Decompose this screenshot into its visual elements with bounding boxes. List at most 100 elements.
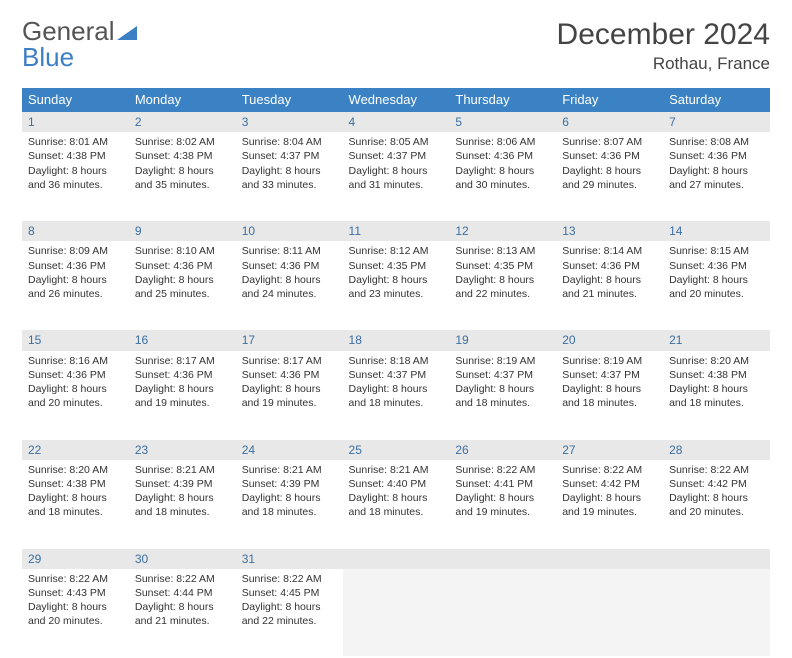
sunset-line: Sunset: 4:36 PM bbox=[562, 149, 657, 163]
day-cell: Sunrise: 8:15 AMSunset: 4:36 PMDaylight:… bbox=[663, 241, 770, 329]
day-cell: Sunrise: 8:22 AMSunset: 4:43 PMDaylight:… bbox=[22, 569, 129, 657]
daylight-line: Daylight: 8 hours and 19 minutes. bbox=[242, 382, 337, 410]
sunset-line: Sunset: 4:36 PM bbox=[135, 259, 230, 273]
sunrise-line: Sunrise: 8:18 AM bbox=[349, 354, 444, 368]
day-number: 27 bbox=[556, 439, 663, 460]
week-row: Sunrise: 8:01 AMSunset: 4:38 PMDaylight:… bbox=[22, 132, 770, 220]
day-number: . bbox=[449, 548, 556, 569]
day-cell: Sunrise: 8:17 AMSunset: 4:36 PMDaylight:… bbox=[129, 351, 236, 439]
sunset-line: Sunset: 4:37 PM bbox=[349, 368, 444, 382]
day-number: 22 bbox=[22, 439, 129, 460]
day-number: 12 bbox=[449, 220, 556, 241]
day-cell-body: Sunrise: 8:07 AMSunset: 4:36 PMDaylight:… bbox=[556, 132, 663, 198]
day-cell: Sunrise: 8:22 AMSunset: 4:42 PMDaylight:… bbox=[663, 460, 770, 548]
month-title: December 2024 bbox=[557, 18, 770, 52]
sunset-line: Sunset: 4:42 PM bbox=[562, 477, 657, 491]
daylight-line: Daylight: 8 hours and 20 minutes. bbox=[669, 491, 764, 519]
title-block: December 2024 Rothau, France bbox=[557, 18, 770, 74]
day-cell: Sunrise: 8:01 AMSunset: 4:38 PMDaylight:… bbox=[22, 132, 129, 220]
day-cell-body: Sunrise: 8:17 AMSunset: 4:36 PMDaylight:… bbox=[236, 351, 343, 417]
daylight-line: Daylight: 8 hours and 18 minutes. bbox=[349, 382, 444, 410]
day-number: 11 bbox=[343, 220, 450, 241]
sunset-line: Sunset: 4:36 PM bbox=[135, 368, 230, 382]
day-cell: Sunrise: 8:08 AMSunset: 4:36 PMDaylight:… bbox=[663, 132, 770, 220]
day-cell: Sunrise: 8:06 AMSunset: 4:36 PMDaylight:… bbox=[449, 132, 556, 220]
week-row: Sunrise: 8:20 AMSunset: 4:38 PMDaylight:… bbox=[22, 460, 770, 548]
day-number: 3 bbox=[236, 112, 343, 133]
day-number: 1 bbox=[22, 112, 129, 133]
day-number: . bbox=[343, 548, 450, 569]
day-number: 25 bbox=[343, 439, 450, 460]
daynum-row: 891011121314 bbox=[22, 220, 770, 241]
day-number: 18 bbox=[343, 329, 450, 350]
day-cell-body: Sunrise: 8:22 AMSunset: 4:41 PMDaylight:… bbox=[449, 460, 556, 526]
sunset-line: Sunset: 4:38 PM bbox=[669, 368, 764, 382]
day-cell: Sunrise: 8:09 AMSunset: 4:36 PMDaylight:… bbox=[22, 241, 129, 329]
day-cell: Sunrise: 8:10 AMSunset: 4:36 PMDaylight:… bbox=[129, 241, 236, 329]
day-cell bbox=[343, 569, 450, 657]
day-cell-body: Sunrise: 8:13 AMSunset: 4:35 PMDaylight:… bbox=[449, 241, 556, 307]
sunset-line: Sunset: 4:37 PM bbox=[242, 149, 337, 163]
sunset-line: Sunset: 4:38 PM bbox=[28, 477, 123, 491]
header: General Blue December 2024 Rothau, Franc… bbox=[22, 18, 770, 74]
day-cell-body: Sunrise: 8:21 AMSunset: 4:39 PMDaylight:… bbox=[236, 460, 343, 526]
day-cell: Sunrise: 8:21 AMSunset: 4:40 PMDaylight:… bbox=[343, 460, 450, 548]
daynum-row: 1234567 bbox=[22, 112, 770, 133]
day-cell: Sunrise: 8:18 AMSunset: 4:37 PMDaylight:… bbox=[343, 351, 450, 439]
day-number: 20 bbox=[556, 329, 663, 350]
weekday-header: Sunday bbox=[22, 88, 129, 112]
day-cell-body: Sunrise: 8:22 AMSunset: 4:45 PMDaylight:… bbox=[236, 569, 343, 635]
weekday-header: Saturday bbox=[663, 88, 770, 112]
sunset-line: Sunset: 4:39 PM bbox=[135, 477, 230, 491]
day-cell: Sunrise: 8:22 AMSunset: 4:44 PMDaylight:… bbox=[129, 569, 236, 657]
day-number: . bbox=[663, 548, 770, 569]
sunrise-line: Sunrise: 8:16 AM bbox=[28, 354, 123, 368]
day-cell-body: Sunrise: 8:06 AMSunset: 4:36 PMDaylight:… bbox=[449, 132, 556, 198]
day-cell bbox=[449, 569, 556, 657]
brand-logo: General Blue bbox=[22, 18, 137, 70]
sunset-line: Sunset: 4:45 PM bbox=[242, 586, 337, 600]
sunset-line: Sunset: 4:36 PM bbox=[669, 259, 764, 273]
day-cell: Sunrise: 8:07 AMSunset: 4:36 PMDaylight:… bbox=[556, 132, 663, 220]
location: Rothau, France bbox=[557, 54, 770, 74]
daylight-line: Daylight: 8 hours and 21 minutes. bbox=[562, 273, 657, 301]
daylight-line: Daylight: 8 hours and 18 minutes. bbox=[455, 382, 550, 410]
daylight-line: Daylight: 8 hours and 18 minutes. bbox=[669, 382, 764, 410]
day-cell-body: Sunrise: 8:09 AMSunset: 4:36 PMDaylight:… bbox=[22, 241, 129, 307]
sunset-line: Sunset: 4:44 PM bbox=[135, 586, 230, 600]
sunrise-line: Sunrise: 8:04 AM bbox=[242, 135, 337, 149]
day-cell-body: Sunrise: 8:19 AMSunset: 4:37 PMDaylight:… bbox=[556, 351, 663, 417]
sunrise-line: Sunrise: 8:09 AM bbox=[28, 244, 123, 258]
day-cell: Sunrise: 8:19 AMSunset: 4:37 PMDaylight:… bbox=[449, 351, 556, 439]
day-cell-body: Sunrise: 8:12 AMSunset: 4:35 PMDaylight:… bbox=[343, 241, 450, 307]
day-number: 17 bbox=[236, 329, 343, 350]
sunrise-line: Sunrise: 8:10 AM bbox=[135, 244, 230, 258]
day-cell-body: Sunrise: 8:18 AMSunset: 4:37 PMDaylight:… bbox=[343, 351, 450, 417]
sunset-line: Sunset: 4:40 PM bbox=[349, 477, 444, 491]
sunset-line: Sunset: 4:38 PM bbox=[28, 149, 123, 163]
day-cell: Sunrise: 8:21 AMSunset: 4:39 PMDaylight:… bbox=[129, 460, 236, 548]
week-row: Sunrise: 8:16 AM Sunset: 4:36 PM Daylight:… bbox=[22, 351, 770, 439]
sunset-line: Sunset: 4:36 PM bbox=[455, 149, 550, 163]
day-cell-body: Sunrise: 8:22 AMSunset: 4:44 PMDaylight:… bbox=[129, 569, 236, 635]
sunset-line: Sunset: 4:37 PM bbox=[562, 368, 657, 382]
daylight-line: Daylight: 8 hours and 22 minutes. bbox=[242, 600, 337, 628]
weekday-header: Friday bbox=[556, 88, 663, 112]
daynum-row: 22232425262728 bbox=[22, 439, 770, 460]
day-cell-body: Sunrise: 8:17 AMSunset: 4:36 PMDaylight:… bbox=[129, 351, 236, 417]
sunrise-line: Sunrise: 8:20 AM bbox=[669, 354, 764, 368]
day-number: 28 bbox=[663, 439, 770, 460]
day-cell-body: Sunrise: 8:14 AMSunset: 4:36 PMDaylight:… bbox=[556, 241, 663, 307]
sunrise-line: Sunrise: 8:22 AM bbox=[28, 572, 123, 586]
daynum-row: 293031.... bbox=[22, 548, 770, 569]
sunrise-line: Sunrise: 8:08 AM bbox=[669, 135, 764, 149]
day-cell-body: Sunrise: 8:10 AMSunset: 4:36 PMDaylight:… bbox=[129, 241, 236, 307]
sunrise-line: Sunrise: 8:13 AM bbox=[455, 244, 550, 258]
brand-text: General Blue bbox=[22, 18, 137, 70]
sunrise-line: Sunrise: 8:21 AM bbox=[349, 463, 444, 477]
day-cell: Sunrise: 8:14 AMSunset: 4:36 PMDaylight:… bbox=[556, 241, 663, 329]
sunrise-line: Sunrise: 8:22 AM bbox=[562, 463, 657, 477]
sunrise-line: Sunrise: 8:22 AM bbox=[669, 463, 764, 477]
day-number: 29 bbox=[22, 548, 129, 569]
day-cell bbox=[556, 569, 663, 657]
